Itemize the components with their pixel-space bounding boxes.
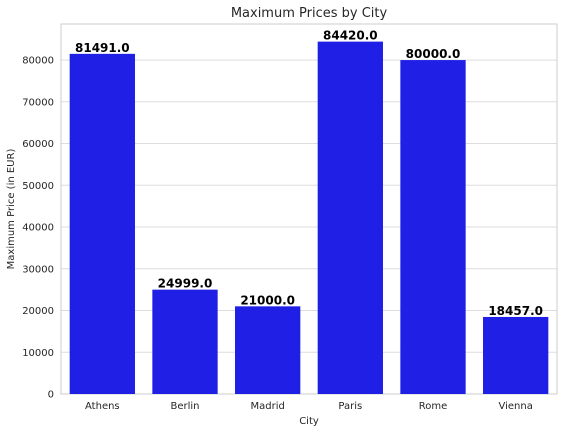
y-axis-label: Maximum Price (in EUR) <box>6 149 17 270</box>
data-label-rome: 80000.0 <box>406 47 461 61</box>
y-tick-label: 50000 <box>22 181 54 192</box>
bars <box>69 41 549 395</box>
chart-title: Maximum Prices by City <box>231 6 388 21</box>
plot-frame <box>60 23 558 395</box>
y-tick-label: 20000 <box>22 306 54 317</box>
data-label-madrid: 21000.0 <box>240 293 295 307</box>
x-tick-label: Vienna <box>498 401 532 412</box>
x-axis-label: City <box>299 416 319 427</box>
data-label-athens: 81491.0 <box>75 41 130 55</box>
bar-madrid <box>235 306 301 394</box>
y-tick-label: 80000 <box>22 56 54 67</box>
bar-paris <box>317 41 383 394</box>
y-tick-label: 70000 <box>22 97 54 108</box>
bar-vienna <box>483 316 549 394</box>
y-tick-label: 60000 <box>22 139 54 150</box>
x-axis-ticks: Athens Berlin Madrid Paris Rome Vienna <box>85 401 533 412</box>
x-tick-label: Athens <box>85 401 120 412</box>
data-label-paris: 84420.0 <box>323 29 378 43</box>
grid-lines <box>61 59 557 395</box>
y-tick-label: 0 <box>48 390 54 401</box>
data-label-vienna: 18457.0 <box>488 304 543 318</box>
bar-athens <box>69 53 135 395</box>
x-tick-label: Rome <box>419 401 448 412</box>
bar-rome <box>400 60 466 394</box>
y-tick-label: 10000 <box>22 348 54 359</box>
y-tick-label: 30000 <box>22 264 54 275</box>
y-tick-label: 40000 <box>22 223 54 234</box>
y-axis-ticks: 0 10000 20000 30000 40000 50000 60000 70000 8000… <box>22 56 54 401</box>
data-labels: 81491.0 24999.0 21000.0 84420.0 80000.0 18457… <box>75 29 543 318</box>
bar-berlin <box>152 289 218 394</box>
x-tick-label: Madrid <box>250 401 284 412</box>
x-tick-label: Berlin <box>170 401 199 412</box>
x-tick-label: Paris <box>338 401 362 412</box>
data-label-berlin: 24999.0 <box>158 277 213 291</box>
